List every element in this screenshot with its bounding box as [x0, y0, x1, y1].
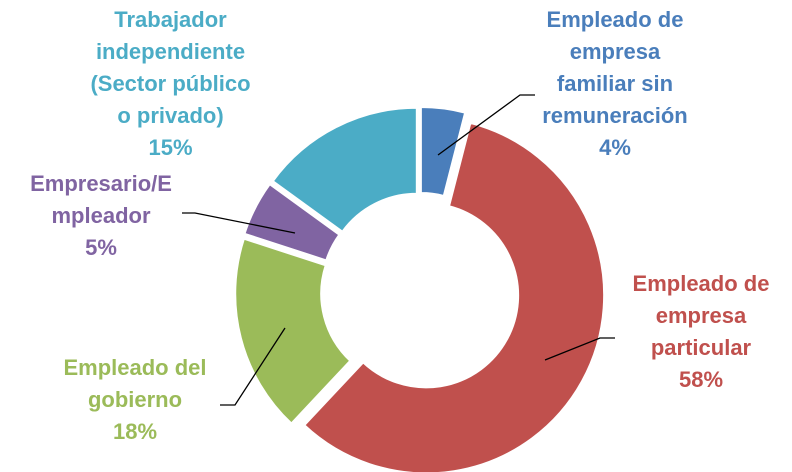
- slice-label: Empleado de empresa familiar sin remuner…: [530, 4, 700, 164]
- category-name: Empleado de empresa familiar sin remuner…: [542, 7, 688, 128]
- leader-line: [437, 94, 535, 156]
- leader-line: [544, 337, 615, 361]
- donut-slice: [243, 182, 341, 262]
- donut-slice: [234, 237, 352, 425]
- value-label: 15%: [148, 135, 193, 160]
- value-label: 18%: [112, 419, 158, 444]
- slice-label: Empleado de empresa particular 58%: [622, 268, 780, 396]
- slice-label: Empleado del gobierno 18%: [40, 352, 230, 448]
- category-name: Trabajador independiente (Sector público…: [90, 7, 251, 128]
- leader-lines: [182, 94, 615, 406]
- donut-slice: [302, 121, 606, 472]
- value-label: 58%: [678, 367, 724, 392]
- category-name: Empresario/Empleador: [30, 171, 172, 228]
- value-label: 5%: [85, 235, 117, 260]
- leader-line: [182, 212, 296, 234]
- value-label: 4%: [599, 135, 631, 160]
- slice-label: Empresario/Empleador 5%: [26, 168, 176, 264]
- category-name: Empleado del gobierno: [63, 355, 207, 412]
- slice-label: Trabajador independiente (Sector público…: [88, 4, 253, 164]
- leader-line: [220, 327, 286, 406]
- donut-slice: [271, 106, 418, 234]
- category-name: Empleado de empresa particular: [632, 271, 770, 360]
